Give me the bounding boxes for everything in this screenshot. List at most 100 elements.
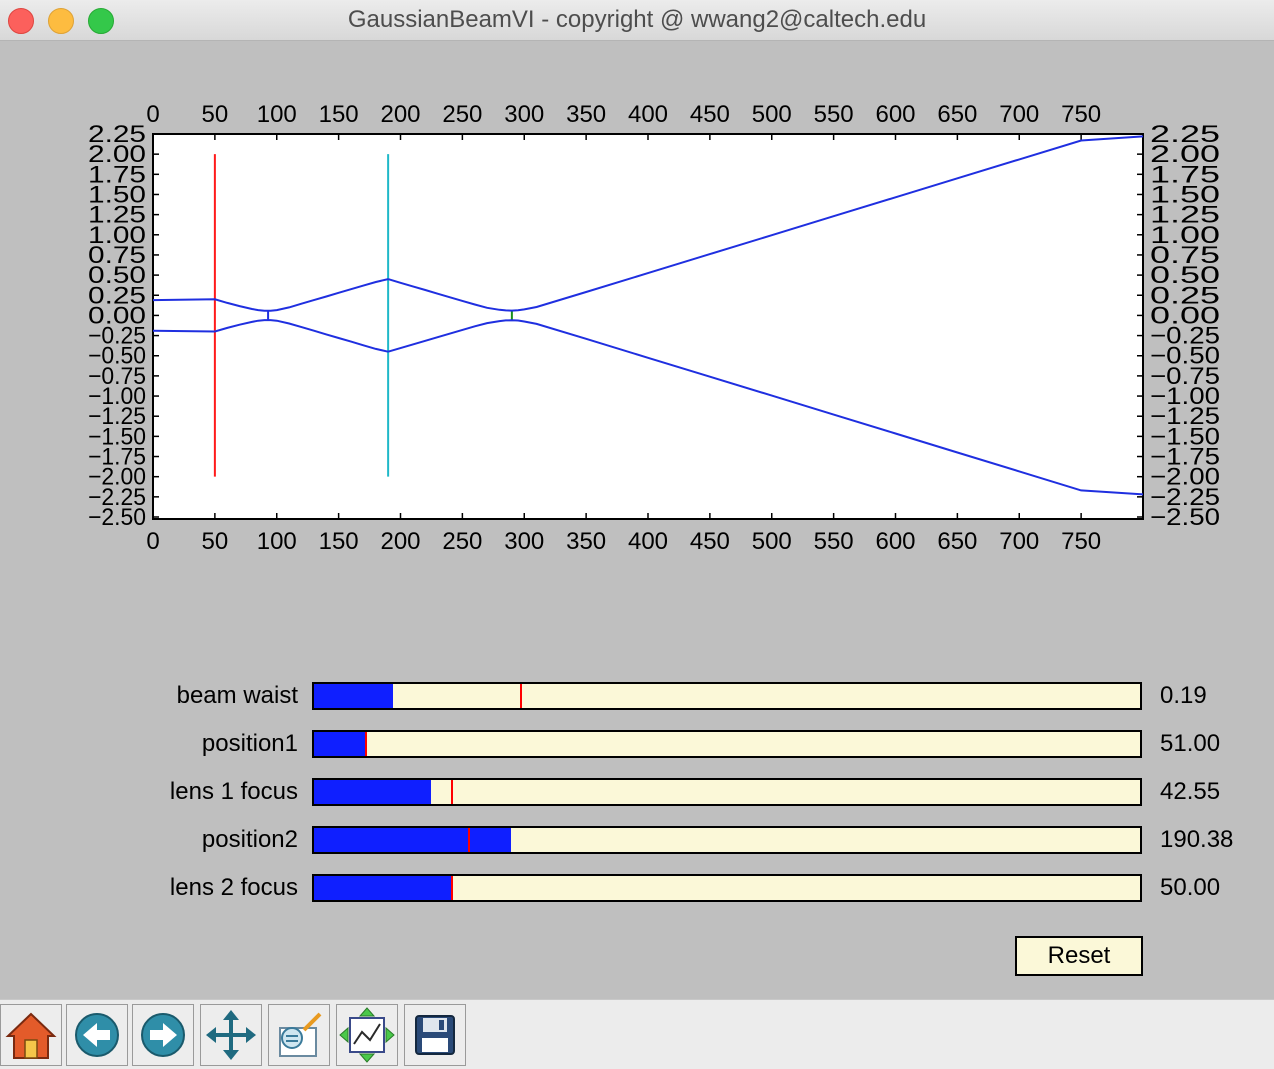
slider-track[interactable]: [312, 826, 1142, 854]
window-title: GaussianBeamVI - copyright @ wwang2@calt…: [347, 6, 927, 33]
pan-button[interactable]: [200, 1004, 262, 1066]
slider-fill[interactable]: [314, 684, 394, 708]
y-tick-label: −1.00: [88, 383, 146, 410]
home-icon: [5, 1012, 57, 1059]
x-tick-label-top: 100: [257, 101, 297, 128]
back-button[interactable]: [66, 1004, 128, 1066]
slider-label: position1: [201, 730, 298, 757]
slider-track[interactable]: [312, 778, 1142, 806]
x-tick-label: 400: [628, 528, 668, 555]
slider-track[interactable]: [312, 730, 1142, 758]
y-tick-label-right: −0.75: [1150, 363, 1220, 390]
beam-envelope-line: [387, 319, 1144, 496]
x-tick-label-top: 600: [875, 101, 915, 128]
y-tick-label-right: −0.25: [1150, 323, 1220, 350]
slider-fill[interactable]: [314, 732, 367, 756]
title-bar: GaussianBeamVI - copyright @ wwang2@calt…: [0, 0, 1274, 41]
x-tick-label: 250: [442, 528, 482, 555]
close-window-button[interactable]: [8, 8, 34, 34]
forward-button[interactable]: [132, 1004, 194, 1066]
slider-value: 42.55: [1160, 778, 1221, 805]
beam-envelope-line: [387, 135, 1144, 312]
save-button[interactable]: [404, 1004, 466, 1066]
y-tick-label: 0.75: [88, 242, 146, 269]
x-tick-label-top: 400: [628, 101, 668, 128]
slider-fill[interactable]: [314, 876, 452, 900]
x-tick-label-top: 450: [690, 101, 730, 128]
x-tick-label: 200: [380, 528, 420, 555]
x-tick-label-top: 350: [566, 101, 606, 128]
slider-fill[interactable]: [314, 828, 511, 852]
y-tick-label-right: −2.50: [1150, 504, 1220, 531]
slider-label: beam waist: [176, 682, 298, 709]
y-tick-label-right: 1.50: [1150, 181, 1220, 208]
x-tick-label: 350: [566, 528, 606, 555]
beam-envelope-line: [152, 278, 389, 312]
x-tick-label-top: 50: [202, 101, 229, 128]
slider-label: lens 2 focus: [169, 874, 298, 901]
floppy-disk-icon: [415, 1015, 455, 1055]
x-tick-label-top: 550: [814, 101, 854, 128]
x-tick-label: 700: [999, 528, 1039, 555]
beam-envelope-line: [152, 319, 389, 353]
back-arrow-icon: [75, 1013, 119, 1057]
y-tick-label-right: 0.25: [1150, 282, 1220, 309]
x-tick-label: 300: [504, 528, 544, 555]
y-tick-label: −2.00: [88, 464, 146, 491]
x-tick-label-top: 300: [504, 101, 544, 128]
y-tick-label-right: 1.00: [1150, 222, 1220, 249]
x-tick-label-top: 500: [752, 101, 792, 128]
zoom-window-button[interactable]: [88, 8, 114, 34]
y-tick-label-right: −1.00: [1150, 383, 1220, 410]
minimize-window-button[interactable]: [48, 8, 74, 34]
y-tick-label-right: 1.25: [1150, 202, 1220, 229]
y-tick-label: −0.25: [88, 323, 146, 350]
subplots-icon: [339, 1007, 395, 1063]
y-tick-label-right: −2.25: [1150, 484, 1220, 511]
y-tick-label-right: 0.75: [1150, 242, 1220, 269]
move-icon: [206, 1010, 256, 1060]
y-tick-label-right: −1.75: [1150, 444, 1220, 471]
slider-initial-marker: [468, 828, 471, 852]
x-tick-label-top: 200: [380, 101, 420, 128]
y-tick-label-right: 2.00: [1150, 141, 1220, 168]
slider-track[interactable]: [312, 874, 1142, 902]
y-tick-label-right: 0.50: [1150, 262, 1220, 289]
reset-button[interactable]: Reset: [1015, 936, 1143, 976]
slider-value: 0.19: [1160, 682, 1207, 709]
x-tick-label: 100: [257, 528, 297, 555]
x-tick-label-top: 0: [146, 101, 159, 128]
y-tick-label: 1.75: [88, 161, 146, 188]
y-tick-label: −1.75: [88, 444, 146, 471]
x-tick-label: 750: [1061, 528, 1101, 555]
y-tick-label: 0.25: [88, 282, 146, 309]
y-tick-label: 0.00: [88, 302, 146, 329]
slider-value: 50.00: [1160, 874, 1221, 901]
zoom-to-rect-icon: [279, 1012, 322, 1057]
y-tick-label: 2.00: [88, 141, 146, 168]
x-tick-label: 0: [146, 528, 159, 555]
slider-value: 51.00: [1160, 730, 1221, 757]
home-button[interactable]: [0, 1004, 62, 1066]
slider-initial-marker: [519, 684, 522, 708]
y-tick-label-right: −1.25: [1150, 403, 1220, 430]
y-tick-label: −2.50: [88, 504, 146, 531]
slider-label: lens 1 focus: [169, 778, 298, 805]
x-tick-label: 450: [690, 528, 730, 555]
x-tick-label: 150: [319, 528, 359, 555]
subplots-button[interactable]: [336, 1004, 398, 1066]
y-tick-label: −0.50: [88, 343, 146, 370]
y-tick-label: 0.50: [88, 262, 146, 289]
x-tick-label: 650: [937, 528, 977, 555]
slider-initial-marker: [450, 876, 453, 900]
beam-plot: 0 0 50 50 100 100 150 150 200 200 250 250 300 300 350 3…: [88, 101, 1220, 555]
slider-track[interactable]: [312, 682, 1142, 710]
zoom-button[interactable]: [268, 1004, 330, 1066]
slider-initial-marker: [365, 732, 368, 756]
y-tick-label-right: −1.50: [1150, 423, 1220, 450]
y-tick-label: −2.25: [88, 484, 146, 511]
y-tick-label-right: −2.00: [1150, 464, 1220, 491]
slider-fill[interactable]: [314, 780, 432, 804]
x-tick-label: 600: [875, 528, 915, 555]
y-tick-label: −1.25: [88, 403, 146, 430]
